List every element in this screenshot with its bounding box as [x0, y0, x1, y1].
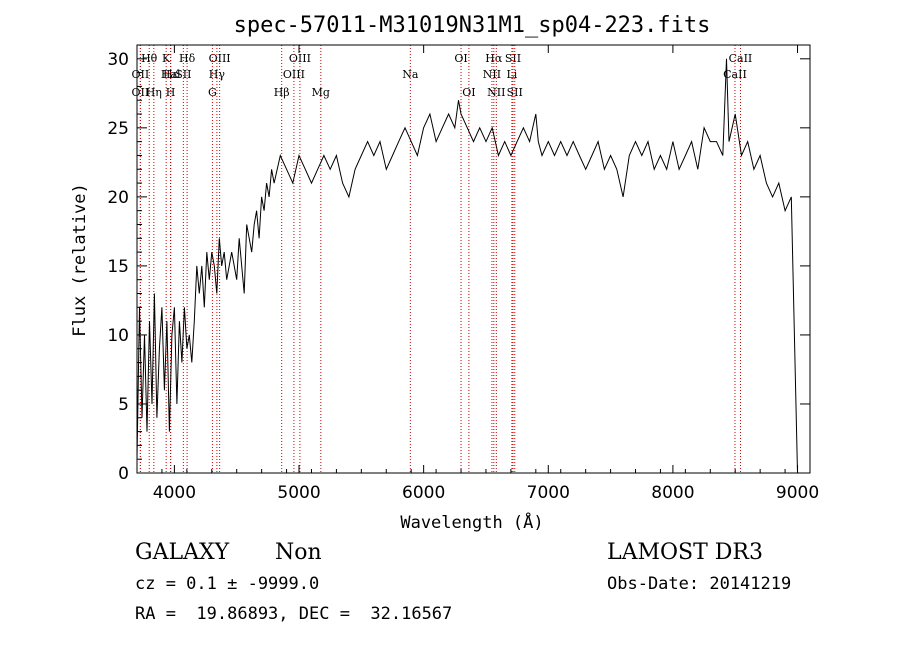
y-tick-label: 15	[107, 257, 129, 277]
x-tick-label: 6000	[402, 483, 445, 503]
spectrum-line	[136, 58, 798, 474]
line-marker-label: Hε	[163, 68, 179, 81]
line-marker-label: CaII	[729, 52, 753, 65]
coordinates: RA = 19.86893, DEC = 32.16567	[135, 604, 453, 624]
line-marker-label: Li	[506, 68, 517, 81]
x-tick-label: 9000	[776, 483, 819, 503]
line-marker-label: SII	[507, 86, 523, 99]
redshift-readout: cz = 0.1 ± -9999.0	[135, 574, 320, 594]
line-marker-label: CaII	[723, 68, 747, 81]
y-tick-label: 30	[107, 50, 129, 70]
x-tick-label: 5000	[277, 483, 320, 503]
x-axis-label: Wavelength (Å)	[400, 511, 543, 533]
line-marker-label: OII	[132, 86, 150, 99]
line-marker-label: Na	[402, 68, 419, 81]
line-marker-label: K	[162, 52, 171, 65]
line-marker-label: OI	[462, 86, 475, 99]
survey-name: LAMOST DR3	[607, 540, 763, 565]
line-marker-label: OIII	[209, 52, 231, 65]
line-marker-label: NII	[483, 68, 501, 81]
line-marker-label: OIII	[289, 52, 311, 65]
y-axis-label: Flux (relative)	[70, 183, 90, 337]
line-marker-label: Hη	[146, 86, 162, 99]
line-marker-label: OII	[132, 68, 150, 81]
obs-date: Obs-Date: 20141219	[607, 574, 792, 594]
line-marker-label: G	[208, 86, 217, 99]
x-tick-label: 8000	[651, 483, 694, 503]
chart-title: spec-57011-M31019N31M1_sp04-223.fits	[234, 13, 711, 38]
y-tick-label: 5	[118, 395, 129, 415]
y-tick-label: 25	[107, 119, 129, 139]
line-marker-label: Hγ	[209, 68, 226, 81]
y-tick-label: 20	[107, 188, 129, 208]
line-marker-label: OIII	[283, 68, 305, 81]
line-marker-label: SII	[175, 68, 191, 81]
line-marker-label: Hδ	[179, 52, 196, 65]
line-marker-label: Hal	[161, 68, 181, 81]
line-marker-label: OI	[454, 52, 467, 65]
line-marker-label: Hβ	[274, 86, 290, 99]
plot-frame	[136, 44, 811, 474]
line-marker-label: NII	[487, 86, 505, 99]
x-tick-label: 4000	[153, 483, 196, 503]
line-marker-label: Hα	[485, 52, 503, 65]
line-marker-label: H	[166, 86, 176, 99]
x-tick-label: 7000	[527, 483, 570, 503]
line-marker-label: Mg	[312, 86, 330, 99]
y-tick-label: 0	[118, 464, 129, 484]
y-tick-label: 10	[107, 326, 129, 346]
object-subclass: Non	[275, 540, 322, 565]
line-marker-label: Hθ	[141, 52, 158, 65]
line-marker-label: SII	[505, 52, 521, 65]
object-class: GALAXY	[135, 540, 230, 565]
